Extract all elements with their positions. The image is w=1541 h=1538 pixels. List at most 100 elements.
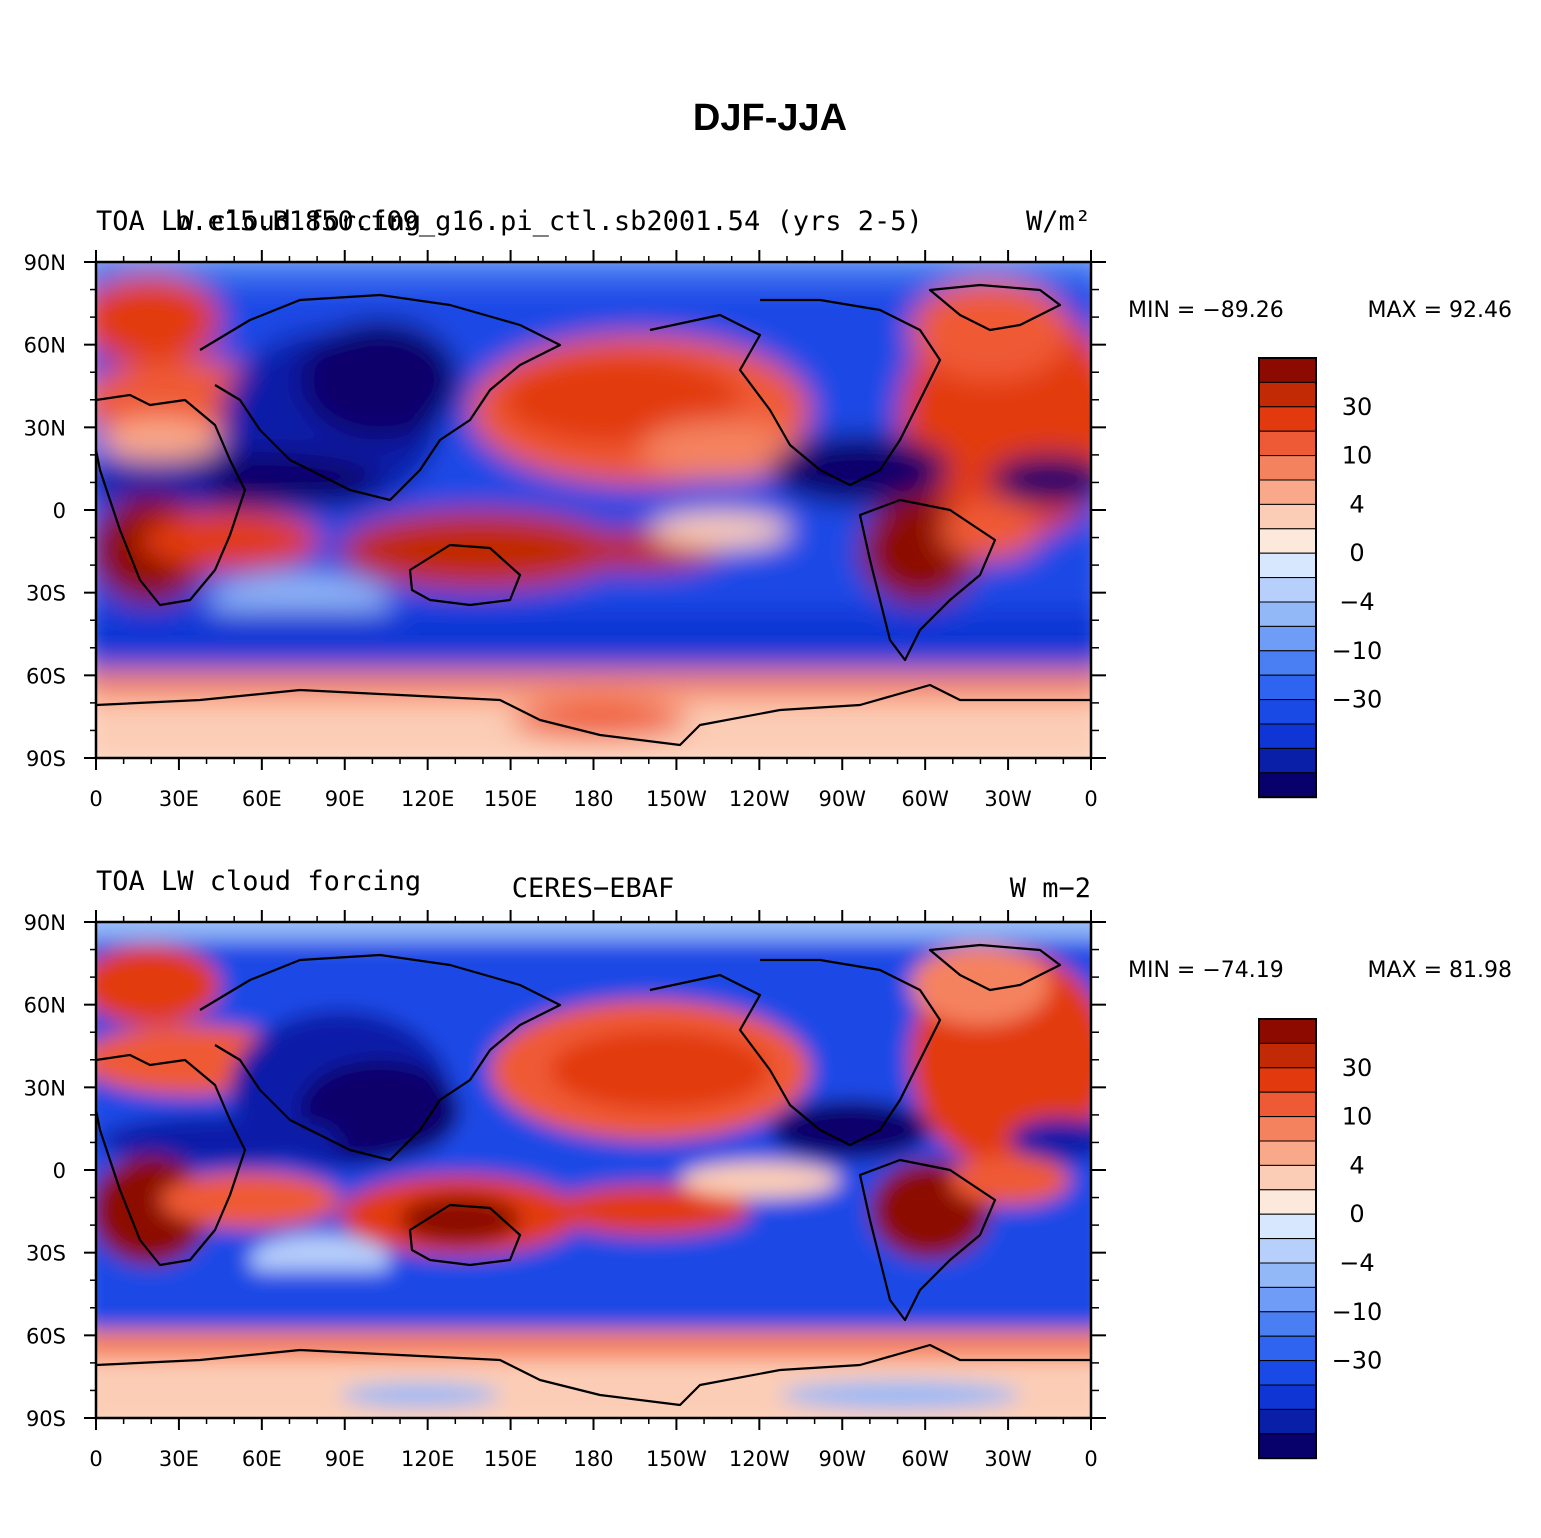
colorbar-swatch bbox=[1258, 1238, 1317, 1264]
panel-1-min-label: MIN = −89.26 bbox=[1128, 298, 1284, 323]
colorbar-label: −10 bbox=[1332, 637, 1383, 665]
figure-title: DJF-JJA bbox=[693, 97, 847, 139]
colorbar-swatch bbox=[1258, 1408, 1317, 1435]
colorbar-swatch bbox=[1258, 357, 1317, 383]
panel-1-y-tick-labels: 90N 60N 30N 0 30S 60S 90S bbox=[24, 251, 66, 771]
colorbar-swatch bbox=[1258, 552, 1317, 579]
panel-2-field bbox=[96, 922, 1091, 1418]
x-tick-label: 60E bbox=[242, 1447, 282, 1471]
panel-1-coastlines bbox=[96, 283, 1091, 747]
colorbar-swatch bbox=[1258, 747, 1317, 774]
x-tick-label: 30W bbox=[984, 787, 1032, 811]
x-tick-label: 0 bbox=[1084, 787, 1097, 811]
panel-2-ticks bbox=[84, 910, 1106, 1430]
x-tick-label: 120W bbox=[729, 1447, 790, 1471]
colorbar-swatch bbox=[1258, 1067, 1317, 1093]
colorbar-swatch bbox=[1258, 577, 1317, 603]
colorbar-swatch bbox=[1258, 1140, 1317, 1166]
y-tick-label: 90N bbox=[24, 251, 66, 275]
colorbar-swatch bbox=[1258, 455, 1317, 481]
y-tick-label: 90S bbox=[26, 1407, 66, 1431]
colorbar-label: −10 bbox=[1332, 1298, 1383, 1326]
colorbar-swatch bbox=[1258, 1286, 1317, 1313]
x-tick-label: 150E bbox=[484, 1447, 537, 1471]
x-tick-label: 90W bbox=[819, 787, 867, 811]
colorbar-swatch bbox=[1258, 503, 1317, 530]
colorbar-label: −30 bbox=[1332, 1347, 1383, 1375]
x-tick-label: 120E bbox=[401, 1447, 454, 1471]
colorbar-swatch bbox=[1258, 1116, 1317, 1142]
panel-2-x-tick-labels: 0 30E 60E 90E 120E 150E 180 150W 120W 90W 60W 30W 0 bbox=[89, 1447, 1097, 1471]
y-tick-label: 0 bbox=[53, 499, 66, 523]
panel-2-y-tick-labels: 90N 60N 30N 0 30S 60S 90S bbox=[24, 911, 66, 1431]
x-tick-label: 150W bbox=[646, 787, 707, 811]
x-tick-label: 0 bbox=[89, 1447, 102, 1471]
colorbar-swatch bbox=[1258, 479, 1317, 505]
colorbar-swatch bbox=[1258, 772, 1317, 798]
colorbar-frame bbox=[1258, 1018, 1317, 1460]
colorbar-swatch bbox=[1258, 674, 1317, 701]
colorbar-swatch bbox=[1258, 1360, 1317, 1386]
colorbar-label: 4 bbox=[1349, 490, 1364, 518]
y-tick-label: 60S bbox=[26, 1324, 66, 1348]
x-tick-label: 60E bbox=[242, 787, 282, 811]
colorbar-swatch bbox=[1258, 406, 1317, 432]
y-tick-label: 30S bbox=[26, 582, 66, 606]
panel-1-ticks bbox=[84, 250, 1106, 770]
panel-2-max-label: MAX = 81.98 bbox=[1367, 958, 1512, 983]
x-tick-label: 150E bbox=[484, 787, 537, 811]
colorbar-swatch bbox=[1258, 381, 1317, 408]
x-tick-label: 0 bbox=[1084, 1447, 1097, 1471]
colorbar-swatch bbox=[1258, 1091, 1317, 1118]
panel-1-left-title: TOA LW cloud forcing bbox=[96, 206, 421, 237]
colorbar-label: 0 bbox=[1349, 1200, 1364, 1228]
x-tick-label: 90W bbox=[819, 1447, 867, 1471]
y-tick-label: 30N bbox=[24, 1076, 66, 1100]
colorbar-label: −30 bbox=[1332, 686, 1383, 714]
colorbar-label: 10 bbox=[1342, 442, 1373, 470]
colorbar-label: 30 bbox=[1342, 393, 1373, 421]
x-tick-label: 60W bbox=[901, 1447, 949, 1471]
panel-1: TOA LW cloud forcing b.e15.B1850.f09_g16… bbox=[24, 206, 1512, 811]
colorbar-swatch bbox=[1258, 625, 1317, 652]
y-tick-label: 60N bbox=[24, 334, 66, 358]
x-tick-label: 90E bbox=[325, 787, 365, 811]
x-tick-label: 120E bbox=[401, 787, 454, 811]
colorbar-label: 30 bbox=[1342, 1054, 1373, 1082]
panel-1-map bbox=[96, 262, 1091, 758]
colorbar-swatch bbox=[1258, 1213, 1317, 1240]
panel-2-colorbar: 30 10 4 0 −4 −10 −30 bbox=[1258, 1018, 1383, 1460]
x-tick-label: 60W bbox=[901, 787, 949, 811]
colorbar-label: 10 bbox=[1342, 1103, 1373, 1131]
panel-1-max-label: MAX = 92.46 bbox=[1367, 298, 1512, 323]
panel-1-center-title: b.e15.B1850.f09_g16.pi_ctl.sb2001.54 (yr… bbox=[175, 206, 923, 237]
colorbar-swatch bbox=[1258, 1042, 1317, 1069]
x-tick-label: 180 bbox=[573, 787, 613, 811]
colorbar-label: −4 bbox=[1339, 1249, 1374, 1277]
y-tick-label: 0 bbox=[53, 1159, 66, 1183]
colorbar-swatch bbox=[1258, 1384, 1317, 1410]
x-tick-label: 90E bbox=[325, 1447, 365, 1471]
colorbar-label: −4 bbox=[1339, 588, 1374, 616]
panel-2-center-title: CERES−EBAF bbox=[512, 873, 675, 904]
panel-2: TOA LW cloud forcing CERES−EBAF W m−2 bbox=[24, 866, 1512, 1471]
colorbar-label: 0 bbox=[1349, 539, 1364, 567]
colorbar-swatch bbox=[1258, 601, 1317, 627]
x-tick-label: 30E bbox=[159, 787, 199, 811]
x-tick-label: 30E bbox=[159, 1447, 199, 1471]
colorbar-swatch bbox=[1258, 1189, 1317, 1215]
colorbar-swatch bbox=[1258, 1311, 1317, 1337]
colorbar-swatch bbox=[1258, 528, 1317, 554]
y-tick-label: 30S bbox=[26, 1242, 66, 1266]
colorbar-swatch bbox=[1258, 1262, 1317, 1288]
panel-2-units: W m−2 bbox=[1010, 873, 1091, 904]
panel-1-x-tick-labels: 0 30E 60E 90E 120E 150E 180 150W 120W 90W 60W 30W 0 bbox=[89, 787, 1097, 811]
y-tick-label: 90N bbox=[24, 911, 66, 935]
panel-2-left-title: TOA LW cloud forcing bbox=[96, 866, 421, 897]
panel-1-units: W/m² bbox=[1026, 206, 1091, 237]
colorbar-frame bbox=[1258, 357, 1317, 799]
y-tick-label: 60N bbox=[24, 994, 66, 1018]
colorbar-swatch bbox=[1258, 1433, 1317, 1459]
panel-2-min-label: MIN = −74.19 bbox=[1128, 958, 1284, 983]
